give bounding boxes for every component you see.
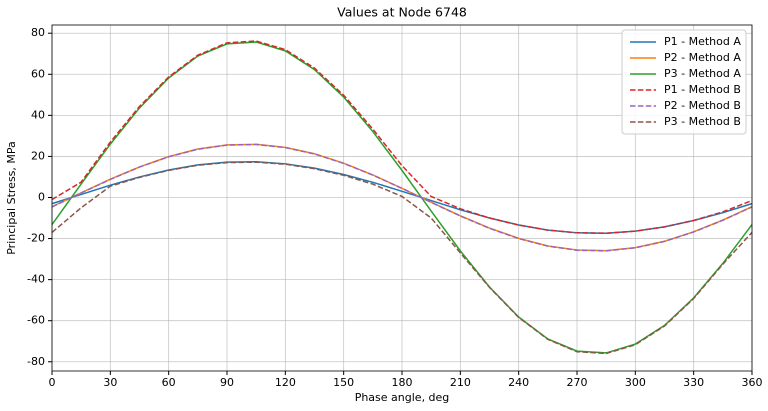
y-tick-label: -60 [27, 314, 45, 327]
x-tick-label: 270 [567, 376, 588, 389]
y-tick-label: 60 [31, 67, 45, 80]
y-tick-label: 0 [38, 190, 45, 203]
plot-frame [51, 24, 753, 372]
x-tick-label: 240 [508, 376, 529, 389]
y-tick-label: 20 [31, 149, 45, 162]
x-tick-label: 120 [275, 376, 296, 389]
y-tick-label: -80 [27, 355, 45, 368]
legend-label: P3 - Method B [664, 115, 741, 128]
y-tick-label: -20 [27, 232, 45, 245]
y-tick-label: 80 [31, 26, 45, 39]
x-axis-label: Phase angle, deg [355, 391, 450, 404]
legend-label: P2 - Method B [664, 99, 741, 112]
x-tick-label: 210 [450, 376, 471, 389]
x-tick-label: 150 [333, 376, 354, 389]
x-tick-label: 90 [220, 376, 234, 389]
y-tick-label: -40 [27, 273, 45, 286]
y-tick-label: 40 [31, 108, 45, 121]
series-line [51, 40, 753, 234]
x-tick-label: 180 [392, 376, 413, 389]
x-tick-label: 60 [162, 376, 176, 389]
series-line [51, 161, 753, 355]
x-tick-label: 330 [683, 376, 704, 389]
legend-box [621, 29, 747, 135]
chart-title: Values at Node 6748 [337, 5, 467, 20]
legend-label: P2 - Method A [664, 51, 741, 64]
x-tick-label: 0 [49, 376, 56, 389]
legend-label: P1 - Method B [664, 83, 741, 96]
x-tick-label: 300 [625, 376, 646, 389]
x-tick-label: 360 [742, 376, 763, 389]
legend-label: P3 - Method A [664, 67, 741, 80]
series-line [51, 143, 753, 252]
legend-label: P1 - Method A [664, 35, 741, 48]
x-tick-label: 30 [103, 376, 117, 389]
y-axis-label: Principal Stress, MPa [5, 141, 18, 255]
